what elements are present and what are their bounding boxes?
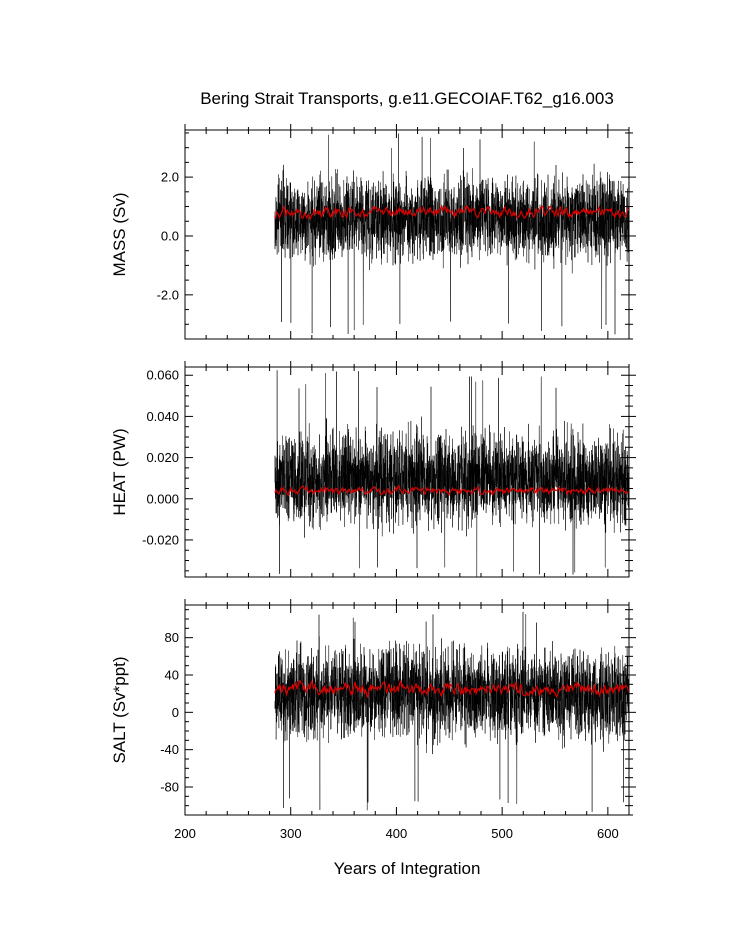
chart-title: Bering Strait Transports, g.e11.GECOIAF.… [200, 89, 614, 108]
salt-y-tick-label: 40 [165, 668, 179, 683]
salt-series-raw [274, 611, 629, 812]
salt-panel: -80 -40 0 40 80 SALT (Sv*ppt) 200 300 400 500 600 [110, 599, 636, 841]
heat-y-tick-label: -0.020 [142, 532, 179, 547]
heat-y-tick-label: 0.040 [146, 409, 179, 424]
mass-y-tick-label: 0.0 [161, 228, 179, 243]
salt-series-mean [274, 679, 629, 700]
heat-y-axis-title: HEAT (PW) [110, 428, 129, 515]
mass-panel: -2.0 0.0 2.0 MASS (Sv) [110, 124, 636, 340]
x-tick-label: 200 [174, 826, 196, 841]
x-tick-label: 400 [386, 826, 408, 841]
salt-y-tick-label: 80 [165, 630, 179, 645]
salt-y-tick-label: 0 [172, 705, 179, 720]
mass-series-raw [274, 133, 629, 335]
mass-y-axis-title: MASS (Sv) [110, 192, 129, 276]
x-tick-label: 500 [491, 826, 513, 841]
mass-y-tick-label: 2.0 [161, 170, 179, 185]
salt-y-axis-title: SALT (Sv*ppt) [110, 656, 129, 763]
mass-plot-frame [184, 129, 630, 340]
heat-panel: -0.020 0.000 0.020 0.040 0.060 HEAT (PW) [110, 361, 636, 578]
salt-y-tick-label: -40 [160, 742, 179, 757]
x-tick-label: 300 [280, 826, 302, 841]
heat-series-raw [274, 370, 629, 577]
mass-y-tick-label: -2.0 [157, 287, 179, 302]
x-tick-label: 600 [597, 826, 619, 841]
heat-y-tick-label: 0.020 [146, 450, 179, 465]
salt-y-tick-label: -80 [160, 780, 179, 795]
salt-plot-frame [184, 604, 630, 816]
x-axis-title: Years of Integration [334, 859, 481, 878]
heat-y-tick-label: 0.060 [146, 368, 179, 383]
heat-series-mean [274, 484, 629, 497]
mass-series-mean [274, 204, 629, 220]
heat-y-tick-label: 0.000 [146, 491, 179, 506]
heat-plot-frame [184, 366, 630, 578]
